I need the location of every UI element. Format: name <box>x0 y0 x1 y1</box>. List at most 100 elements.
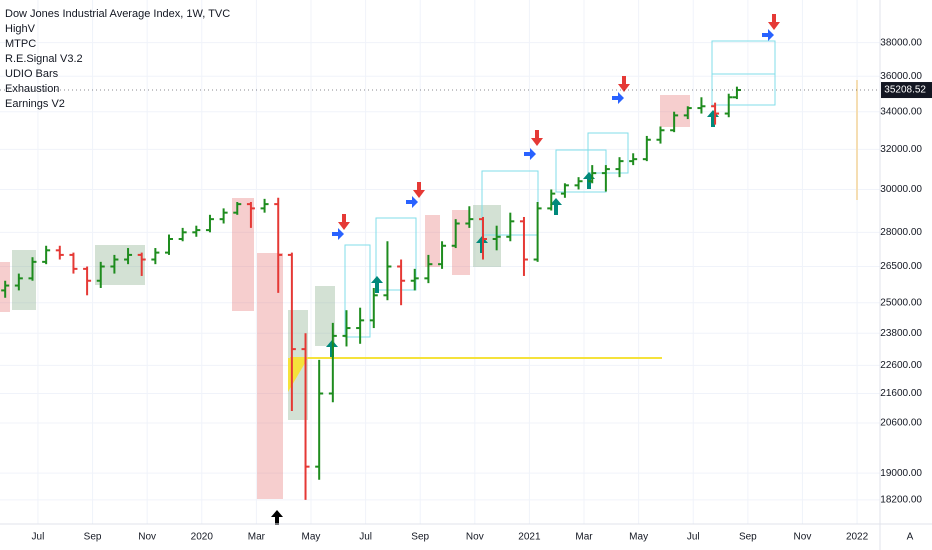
chart-title: Dow Jones Industrial Average Index, 1W, … <box>5 8 230 20</box>
y-tick-label: 26500.00 <box>880 261 922 272</box>
bar <box>178 227 187 242</box>
y-tick-label: 23800.00 <box>880 328 922 339</box>
zone <box>425 215 440 267</box>
bar <box>438 241 447 269</box>
bar <box>724 93 733 118</box>
bar <box>574 177 583 190</box>
x-tick-label: Nov <box>794 532 812 543</box>
bar <box>451 219 460 249</box>
arrow <box>338 214 350 230</box>
arrow <box>531 130 543 146</box>
y-tick-label: 38000.00 <box>880 37 922 48</box>
x-tick-label: 2022 <box>846 532 869 543</box>
bar <box>110 254 119 274</box>
bar <box>14 273 23 291</box>
bar <box>533 202 542 262</box>
bar <box>42 245 51 265</box>
bar <box>506 212 515 242</box>
bar <box>315 359 324 480</box>
bar <box>732 86 741 100</box>
bar <box>369 287 378 329</box>
box <box>375 217 417 291</box>
zone <box>95 245 145 285</box>
arrow <box>332 228 344 240</box>
y-tick-label: 19000.00 <box>880 468 922 479</box>
bar <box>28 257 37 281</box>
bar <box>356 307 365 344</box>
x-tick-label: Sep <box>411 532 429 543</box>
bar <box>560 183 569 198</box>
bar <box>670 111 679 133</box>
bar <box>246 202 255 228</box>
box <box>555 149 607 193</box>
x-tick-label: Nov <box>466 532 484 543</box>
bar <box>629 153 638 166</box>
legend: Dow Jones Industrial Average Index, 1W, … <box>5 8 230 110</box>
bar <box>69 252 78 274</box>
x-tick-label: May <box>629 532 648 543</box>
bar <box>479 216 488 260</box>
y-tick-label: 25000.00 <box>880 297 922 308</box>
bar <box>588 165 597 184</box>
box <box>344 244 371 338</box>
bar <box>492 225 501 251</box>
fill <box>288 358 308 392</box>
bar <box>465 206 474 228</box>
y-tick-label: 36000.00 <box>880 71 922 82</box>
y-tick-label: 28000.00 <box>880 227 922 238</box>
bar <box>424 254 433 284</box>
bar <box>274 197 283 293</box>
bar <box>615 157 624 178</box>
bar <box>55 245 64 260</box>
grid <box>0 0 880 524</box>
bar <box>601 165 610 192</box>
x-tick-label: May <box>302 532 321 543</box>
bar <box>233 202 242 215</box>
zone <box>257 253 283 499</box>
bar <box>410 268 419 291</box>
arrow <box>371 276 383 293</box>
y-tick-label: 20600.00 <box>880 418 922 429</box>
corner-label: A <box>907 532 914 543</box>
arrows <box>271 14 780 525</box>
bar <box>165 234 174 255</box>
bar <box>137 252 146 276</box>
box <box>711 40 776 106</box>
bar <box>219 208 228 224</box>
indicator-name: UDIO Bars <box>5 68 59 80</box>
x-tick-label: Nov <box>138 532 156 543</box>
zone <box>232 198 254 311</box>
indicator-name: MTPC <box>5 38 36 50</box>
zone <box>315 286 335 346</box>
bar <box>697 97 706 114</box>
bar <box>287 252 296 412</box>
indicator-name: R.E.Signal V3.2 <box>5 53 83 65</box>
arrow <box>762 29 774 41</box>
x-tick-label: 2020 <box>191 532 214 543</box>
bar <box>205 214 214 233</box>
arrow <box>768 14 780 30</box>
bar <box>642 135 651 162</box>
bar <box>192 225 201 237</box>
x-tick-label: Jul <box>32 532 45 543</box>
x-tick-label: Jul <box>359 532 372 543</box>
bar <box>151 248 160 265</box>
bar <box>656 126 665 144</box>
bar <box>1 280 10 298</box>
bar <box>124 248 133 265</box>
bar <box>328 322 337 403</box>
bar <box>342 310 351 347</box>
bar <box>397 259 406 306</box>
arrow <box>550 198 562 215</box>
last-price-label: 35208.52 <box>884 85 926 96</box>
x-tick-label: Sep <box>84 532 102 543</box>
y-tick-label: 32000.00 <box>880 144 922 155</box>
y-tick-label: 34000.00 <box>880 106 922 117</box>
bar <box>683 106 692 120</box>
bar <box>711 102 720 125</box>
arrow <box>476 236 488 253</box>
arrow <box>406 196 418 208</box>
x-tick-label: Mar <box>248 532 266 543</box>
arrow <box>618 76 630 92</box>
